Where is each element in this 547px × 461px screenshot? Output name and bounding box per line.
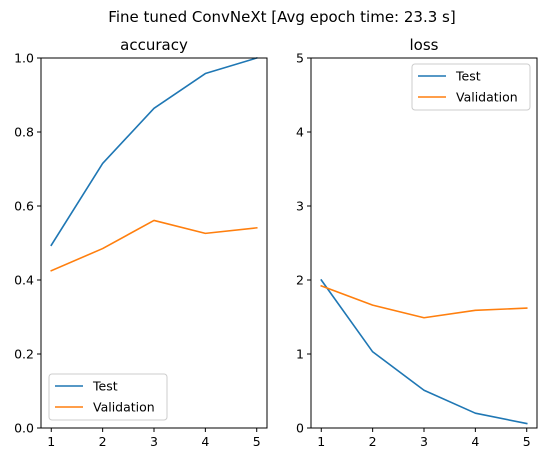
legend-label: Test — [455, 69, 481, 84]
y-tick-label: 0 — [296, 421, 304, 436]
series-line-test — [50, 57, 258, 247]
legend: Test Validation — [411, 63, 531, 111]
x-tick-label: 1 — [47, 434, 55, 449]
x-tick-label: 5 — [523, 434, 531, 449]
x-tick-label: 4 — [201, 434, 209, 449]
x-tick-label: 2 — [99, 434, 107, 449]
x-tick-label: 3 — [150, 434, 158, 449]
x-tick-label: 4 — [471, 434, 479, 449]
series-line-validation — [320, 284, 528, 319]
series-line-test — [320, 278, 528, 425]
x-tick-label: 2 — [369, 434, 377, 449]
y-tick-label: 0.4 — [14, 273, 34, 288]
x-tick-label: 5 — [253, 434, 261, 449]
y-tick-label: 0.6 — [14, 199, 34, 214]
plots: accuracy 0.0 0.2 0.4 0.6 0.8 1.0 1 2 3 4 5 Test Valid… — [14, 36, 538, 449]
legend-label: Test — [92, 379, 118, 394]
series-line-validation — [50, 219, 258, 272]
legend-label: Validation — [456, 90, 518, 105]
panel-title: accuracy — [120, 36, 188, 54]
x-tick-label: 1 — [317, 434, 325, 449]
y-tick-label: 5 — [296, 51, 304, 66]
y-tick-label: 2 — [296, 273, 304, 288]
x-tick-label: 3 — [420, 434, 428, 449]
y-tick-label: 1 — [296, 347, 304, 362]
axes-frame — [310, 57, 538, 429]
axes-frame — [40, 57, 268, 429]
y-tick-label: 1.0 — [14, 51, 34, 66]
y-tick-label: 3 — [296, 199, 304, 214]
y-tick-label: 0.0 — [14, 421, 34, 436]
legend-label: Validation — [93, 400, 155, 415]
legend: Test Validation — [48, 373, 168, 421]
panel-title: loss — [410, 36, 439, 54]
y-tick-label: 0.8 — [14, 125, 34, 140]
figure-suptitle: Fine tuned ConvNeXt [Avg epoch time: 23.… — [108, 8, 455, 26]
y-tick-label: 0.2 — [14, 347, 34, 362]
panel-accuracy: accuracy 0.0 0.2 0.4 0.6 0.8 1.0 1 2 3 4 5 Test Valid… — [14, 36, 268, 449]
y-tick-label: 4 — [296, 125, 304, 140]
